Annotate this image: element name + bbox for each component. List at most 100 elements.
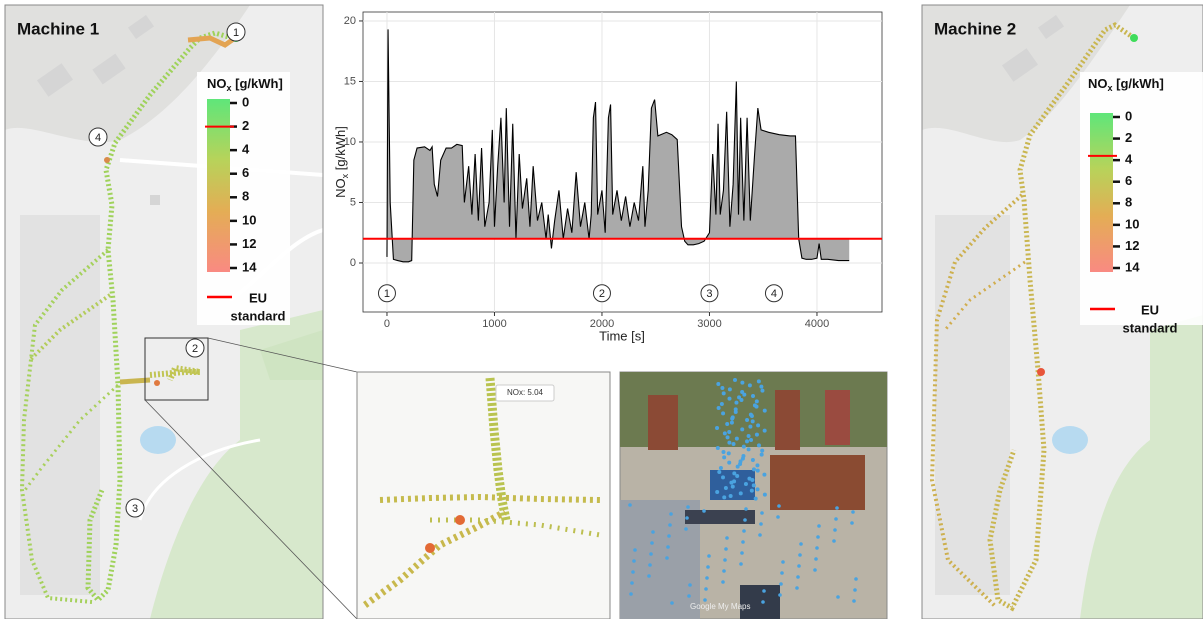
gps-point — [748, 383, 752, 387]
eu-label: EU — [249, 290, 267, 305]
gps-point — [669, 512, 673, 516]
legend-tick-label: 14 — [1125, 259, 1140, 274]
gps-point — [727, 451, 731, 455]
gps-point — [715, 426, 719, 430]
gps-point — [779, 582, 783, 586]
gps-point — [832, 539, 836, 543]
gps-point — [722, 391, 726, 395]
gps-point — [854, 577, 858, 581]
legend-tick-label: 12 — [1125, 238, 1139, 253]
pipes — [775, 390, 800, 450]
gps-point — [850, 521, 854, 525]
gps-point — [750, 489, 754, 493]
gps-point — [740, 427, 744, 431]
gps-point — [745, 418, 749, 422]
eu-label: standard — [231, 308, 286, 323]
gps-point — [778, 593, 782, 597]
gps-point — [853, 588, 857, 592]
pipes — [825, 390, 850, 445]
gps-point — [755, 463, 759, 467]
gps-point — [731, 485, 735, 489]
gps-point — [755, 399, 759, 403]
gps-point — [754, 497, 758, 501]
gps-point — [752, 483, 756, 487]
gps-point — [739, 491, 743, 495]
gps-point — [725, 422, 729, 426]
legend-title-unit: [g/kWh] — [232, 76, 283, 91]
gps-point — [716, 382, 720, 386]
gps-point — [727, 441, 731, 445]
map-marker-label: 2 — [192, 343, 198, 355]
gps-point — [749, 438, 753, 442]
map-marker-label: 3 — [132, 503, 138, 515]
gps-point — [717, 470, 721, 474]
gps-point — [750, 478, 754, 482]
gps-point — [797, 564, 801, 568]
gps-point — [730, 417, 734, 421]
gps-point — [668, 523, 672, 527]
water — [1052, 426, 1088, 454]
gps-point — [721, 475, 725, 479]
gps-point — [815, 546, 819, 550]
gps-point — [688, 583, 692, 587]
gps-point — [833, 528, 837, 532]
gps-point — [723, 558, 727, 562]
gps-point — [724, 547, 728, 551]
gps-point — [739, 398, 743, 402]
gps-point — [744, 507, 748, 511]
attribution: Google My Maps — [690, 602, 750, 611]
gps-point — [725, 536, 729, 540]
y-tick-label: 20 — [344, 15, 356, 27]
gps-point — [836, 595, 840, 599]
gps-point — [835, 506, 839, 510]
legend-tick-label: 8 — [242, 189, 249, 204]
gps-point — [732, 442, 736, 446]
track-point — [104, 157, 110, 163]
gps-point — [752, 467, 756, 471]
gps-point — [763, 409, 767, 413]
map-marker-label: 4 — [95, 132, 101, 144]
gps-point — [649, 552, 653, 556]
gps-point — [704, 587, 708, 591]
pipes — [648, 395, 678, 450]
gps-point — [751, 419, 755, 423]
legend-tick-label: 10 — [1125, 216, 1139, 231]
legend-title-unit: [g/kWh] — [1113, 76, 1164, 91]
gps-point — [756, 469, 760, 473]
tooltip-text: NOx: 5.04 — [507, 388, 544, 397]
gps-point — [798, 553, 802, 557]
gps-point — [760, 449, 764, 453]
gps-point — [705, 576, 709, 580]
legend: NOx [g/kWh]02468101214EUstandard — [1080, 72, 1203, 335]
gps-point — [799, 542, 803, 546]
gps-point — [734, 401, 738, 405]
gps-point — [762, 589, 766, 593]
gps-point — [747, 447, 751, 451]
legend-tick-label: 12 — [242, 236, 256, 251]
gps-point — [728, 397, 732, 401]
gps-point — [780, 571, 784, 575]
eu-label: standard — [1123, 320, 1178, 335]
gps-point — [757, 443, 761, 447]
gps-point — [760, 453, 764, 457]
legend-tick-label: 6 — [242, 165, 249, 180]
gps-point — [750, 414, 754, 418]
gps-point — [651, 530, 655, 534]
gps-point — [762, 473, 766, 477]
gps-point — [631, 570, 635, 574]
gps-point — [702, 509, 706, 513]
x-tick-label: 4000 — [805, 318, 829, 330]
gps-point — [758, 533, 762, 537]
gps-point — [741, 540, 745, 544]
legend-title: NOx [g/kWh] — [207, 76, 283, 93]
legend-tick-label: 10 — [242, 212, 256, 227]
map-title: Machine 1 — [17, 19, 99, 38]
gps-point — [751, 394, 755, 398]
map-title: Machine 2 — [934, 19, 1016, 38]
legend-tick-label: 0 — [1125, 108, 1132, 123]
gps-point — [721, 411, 725, 415]
gps-point — [734, 410, 738, 414]
gps-point — [743, 518, 747, 522]
gps-point — [729, 494, 733, 498]
gps-point — [715, 490, 719, 494]
